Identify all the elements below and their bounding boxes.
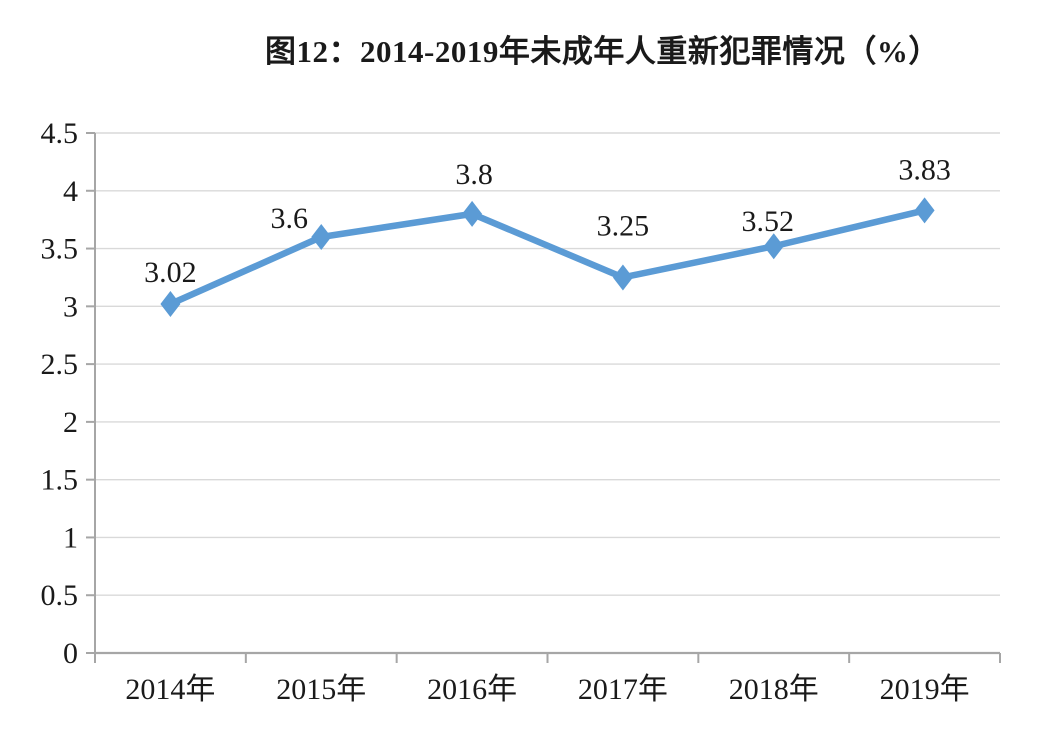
y-tick-label: 0: [63, 637, 78, 670]
x-axis-label: 2019年: [880, 673, 970, 706]
data-point-label: 3.25: [597, 209, 650, 242]
x-axis-label: 2017年: [578, 673, 668, 706]
y-tick-label: 1: [63, 521, 78, 554]
x-axis-label: 2014年: [125, 673, 215, 706]
y-tick-label: 0.5: [41, 579, 79, 612]
data-point-label: 3.83: [898, 153, 951, 186]
data-point-label: 3.8: [455, 158, 493, 191]
y-tick-label: 1.5: [41, 464, 79, 497]
x-axis-label: 2016年: [427, 673, 517, 706]
x-axis-label: 2015年: [276, 673, 366, 706]
y-tick-label: 3: [63, 290, 78, 323]
x-axis-label: 2018年: [729, 673, 819, 706]
data-point-label: 3.52: [742, 205, 795, 238]
y-tick-label: 4: [63, 175, 78, 208]
y-tick-label: 4.5: [41, 117, 79, 150]
y-tick-label: 2.5: [41, 348, 79, 381]
y-tick-label: 2: [63, 406, 78, 439]
chart-title: 图12：2014-2019年未成年人重新犯罪情况（%）: [265, 34, 940, 69]
data-point-marker: [462, 200, 483, 227]
data-point-marker: [160, 291, 181, 318]
data-point-marker: [914, 197, 935, 224]
data-point-marker: [763, 233, 784, 260]
data-point-label: 3.02: [144, 256, 197, 289]
data-point-label: 3.6: [271, 202, 309, 235]
data-line: [167, 207, 928, 308]
data-point-marker: [311, 224, 332, 250]
y-tick-label: 3.5: [41, 233, 79, 266]
data-point-marker: [612, 264, 633, 291]
